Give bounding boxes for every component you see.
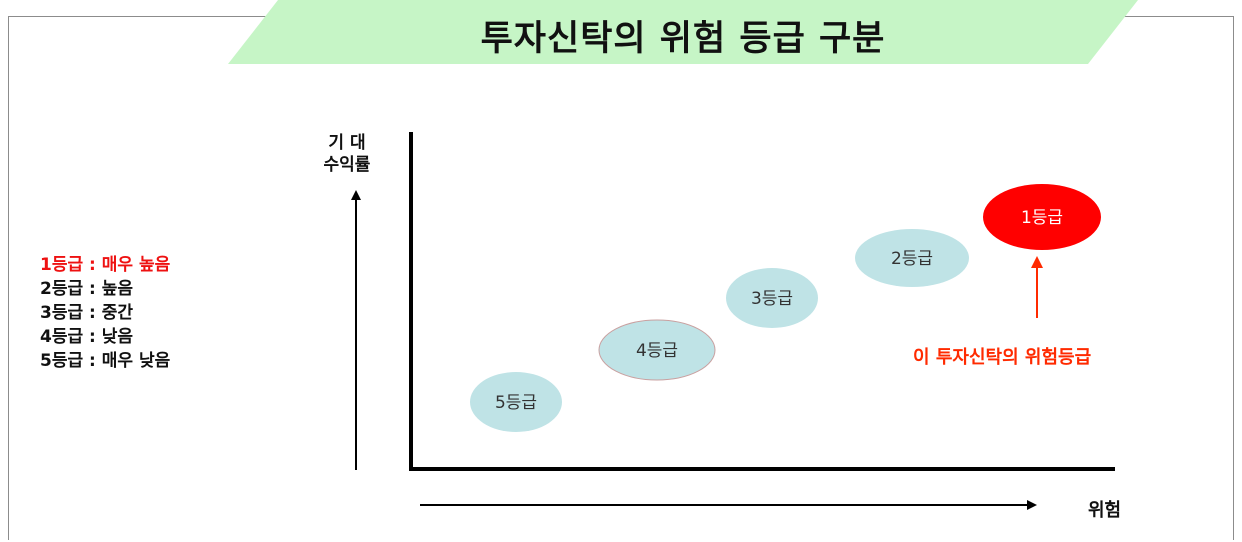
grade-4-label: 4등급 [636, 341, 678, 361]
y-axis-label-line1: 기 대 [328, 133, 366, 153]
title-banner-shape [228, 0, 1138, 64]
grade-2-label: 2등급 [891, 249, 933, 269]
legend-item-grade-2: 2등급 : 높음 [40, 279, 134, 299]
y-axis-label-line2: 수익률 [323, 155, 371, 175]
grade-3-ellipse: 3등급 [726, 268, 818, 328]
y-axis-label: 기 대 수익률 [302, 132, 392, 176]
title-banner: 투자신탁의 위험 등급 구분 [228, 0, 1138, 64]
grade-1-ellipse: 1등급 [983, 184, 1101, 250]
grade-5-shape [470, 372, 562, 432]
grade-1-shape [983, 184, 1101, 250]
grade-5-label: 5등급 [495, 393, 537, 413]
grade-2-ellipse: 2등급 [855, 229, 969, 287]
grade-3-label: 3등급 [751, 289, 793, 309]
callout-text: 이 투자신탁의 위험등급 [913, 347, 1092, 368]
grade-ellipses: 5등급 4등급 3등급 2등급 1등급 [470, 184, 1101, 432]
grade-3-shape [726, 268, 818, 328]
grade-4-shape [598, 319, 716, 381]
page-title: 투자신탁의 위험 등급 구분 [480, 19, 886, 59]
grade-5-ellipse: 5등급 [470, 372, 562, 432]
x-axis-label: 위험 [1088, 500, 1122, 521]
legend-item-grade-4: 4등급 : 낮음 [40, 327, 134, 347]
grade-legend: 1등급 : 매우 높음 2등급 : 높음 3등급 : 중간 4등급 : 낮음 5… [40, 253, 170, 373]
legend-item-grade-5: 5등급 : 매우 낮음 [40, 351, 171, 371]
grade-4-ellipse: 4등급 [598, 319, 716, 381]
legend-item-grade-1: 1등급 : 매우 높음 [40, 255, 171, 275]
legend-item-grade-3: 3등급 : 중간 [40, 303, 134, 323]
grade-1-label: 1등급 [1021, 208, 1063, 228]
grade-2-shape [855, 229, 969, 287]
